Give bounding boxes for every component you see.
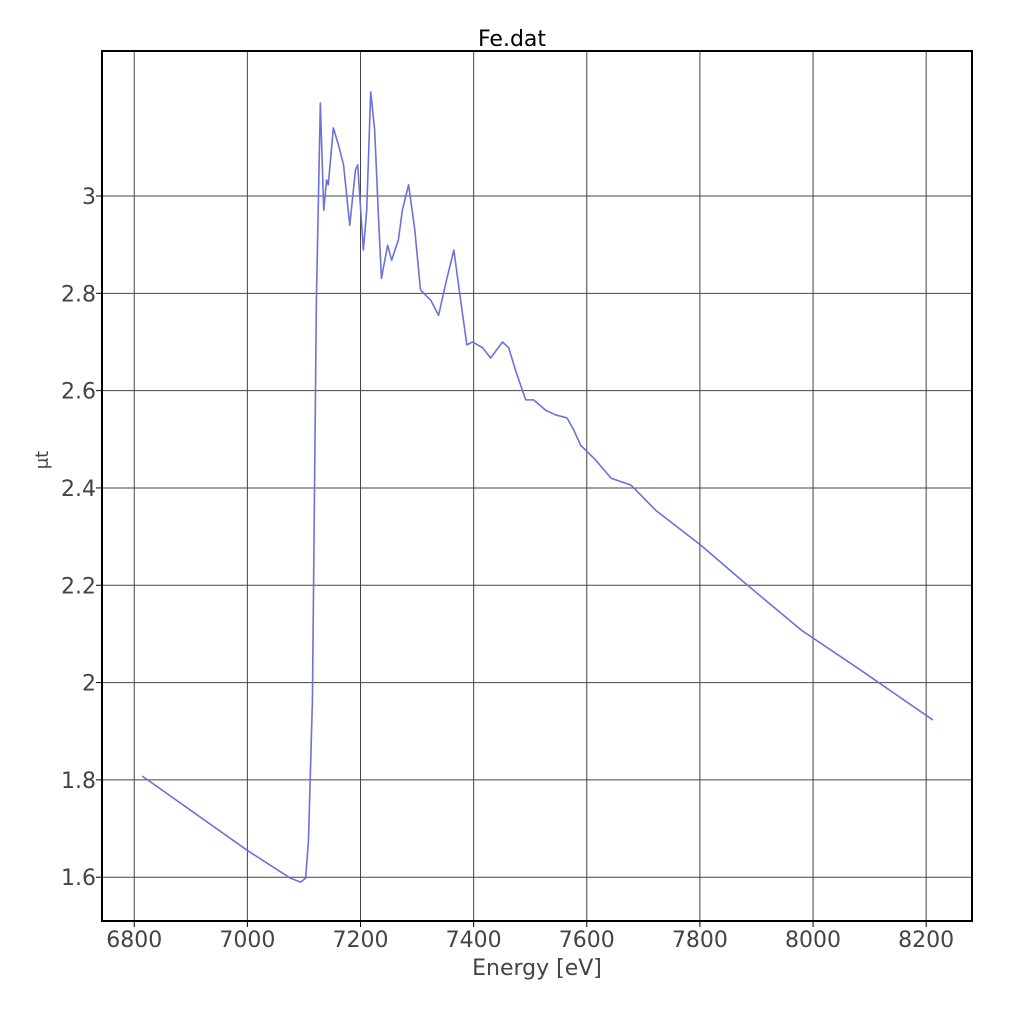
y-tick-label: 2.2 [61,574,96,599]
y-axis-label: μt [32,451,53,470]
y-tick-label: 1.6 [61,866,96,891]
y-tick-label: 2 [82,672,96,697]
x-tick-label: 7200 [333,928,389,953]
x-tick-label: 8000 [785,928,841,953]
x-tick-label: 8200 [898,928,954,953]
x-tick-label: 7600 [559,928,615,953]
data-line [141,91,934,883]
y-tick-label: 2.6 [61,380,96,405]
x-tick-label: 7800 [672,928,728,953]
x-tick-label: 6800 [106,928,162,953]
x-tick-label: 7000 [219,928,275,953]
y-tick-label: 1.8 [61,769,96,794]
x-tick-label: 7400 [446,928,502,953]
plot-frame [101,50,973,922]
y-tick-label: 2.4 [61,477,96,502]
x-axis-label: Energy [eV] [472,956,602,981]
y-tick-label: 3 [82,185,96,210]
chart-title: Fe.dat [478,27,546,52]
y-tick-label: 2.8 [61,282,96,307]
